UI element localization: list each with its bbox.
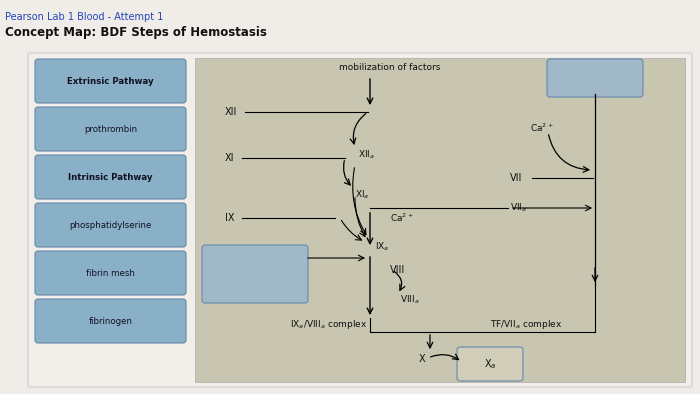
FancyBboxPatch shape	[547, 59, 643, 97]
Text: Ca$^{2+}$: Ca$^{2+}$	[390, 212, 414, 224]
Text: mobilization of factors: mobilization of factors	[340, 63, 441, 72]
Text: TF/VII$_a$ complex: TF/VII$_a$ complex	[490, 318, 562, 331]
Text: IX$_a$: IX$_a$	[375, 240, 389, 253]
Bar	[195, 58, 685, 382]
Text: X: X	[419, 354, 425, 364]
FancyBboxPatch shape	[28, 53, 692, 387]
Text: XI$_a$: XI$_a$	[355, 188, 370, 201]
FancyBboxPatch shape	[457, 347, 523, 381]
Text: phosphatidylserine: phosphatidylserine	[69, 221, 152, 229]
Text: Pearson Lab 1 Blood - Attempt 1: Pearson Lab 1 Blood - Attempt 1	[5, 12, 163, 22]
Text: VIII$_a$: VIII$_a$	[400, 294, 420, 307]
FancyBboxPatch shape	[35, 203, 186, 247]
Text: IX$_a$/VIII$_a$ complex: IX$_a$/VIII$_a$ complex	[290, 318, 368, 331]
FancyBboxPatch shape	[35, 59, 186, 103]
Text: Concept Map: BDF Steps of Hemostasis: Concept Map: BDF Steps of Hemostasis	[5, 26, 267, 39]
Text: Extrinsic Pathway: Extrinsic Pathway	[67, 76, 154, 85]
Text: VII$_a$: VII$_a$	[510, 202, 527, 214]
FancyBboxPatch shape	[35, 251, 186, 295]
FancyBboxPatch shape	[35, 155, 186, 199]
FancyBboxPatch shape	[202, 245, 308, 303]
Text: fibrinogen: fibrinogen	[88, 316, 132, 325]
Text: fibrin mesh: fibrin mesh	[86, 268, 135, 277]
Text: prothrombin: prothrombin	[84, 125, 137, 134]
Text: XI: XI	[225, 153, 235, 163]
Text: IX: IX	[225, 213, 235, 223]
Text: Intrinsic Pathway: Intrinsic Pathway	[69, 173, 153, 182]
Text: X$_a$: X$_a$	[484, 357, 496, 371]
Text: VIII: VIII	[390, 265, 405, 275]
Text: VII: VII	[510, 173, 522, 183]
Text: XII: XII	[225, 107, 237, 117]
Text: XII$_a$: XII$_a$	[358, 148, 375, 160]
Text: Ca$^{2+}$: Ca$^{2+}$	[530, 122, 554, 134]
FancyBboxPatch shape	[35, 107, 186, 151]
FancyBboxPatch shape	[35, 299, 186, 343]
